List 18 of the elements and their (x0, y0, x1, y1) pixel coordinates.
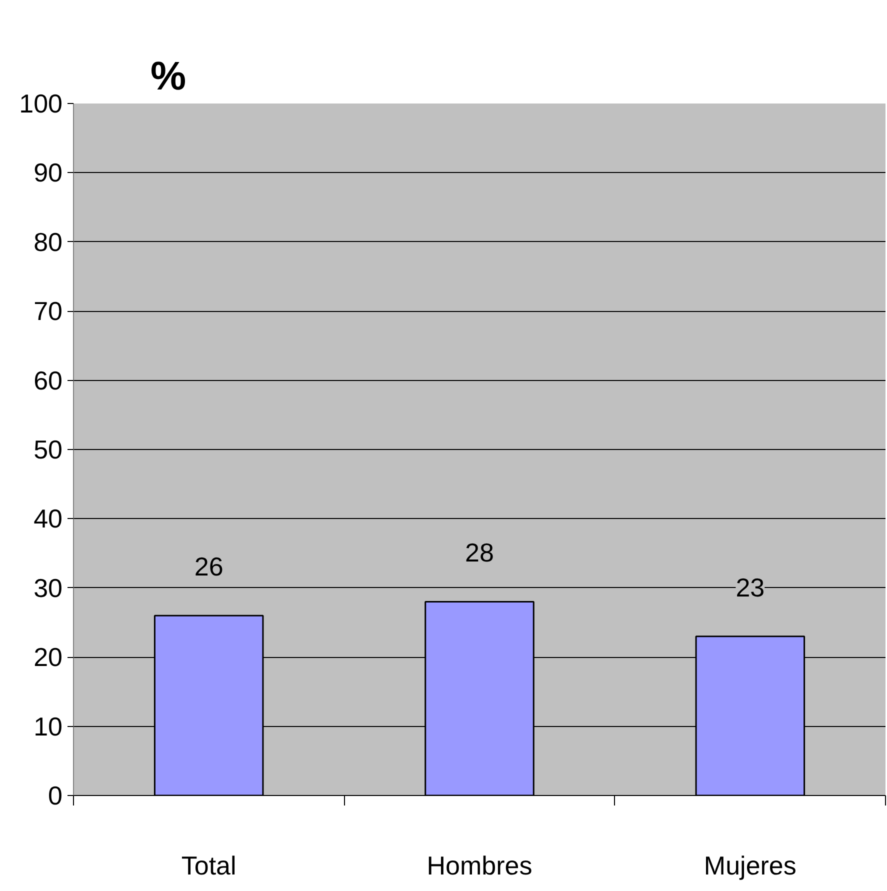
y-tick-label: 0 (48, 780, 63, 810)
x-tick-label: Hombres (426, 850, 532, 880)
data-label: 28 (465, 538, 494, 568)
y-tick-label: 70 (34, 296, 62, 326)
x-tick-label: Total (181, 850, 236, 880)
y-tick-label: 80 (34, 226, 62, 257)
y-tick-label: 50 (34, 434, 62, 464)
y-tick-label: 30 (34, 572, 62, 603)
data-label: 26 (194, 552, 224, 582)
y-tick-label: 40 (34, 504, 62, 534)
y-tick-label: 10 (34, 711, 62, 742)
chart-title: % (150, 54, 186, 98)
y-tick-label: 100 (19, 88, 63, 118)
x-tick-label: Mujeres (704, 850, 796, 880)
y-tick-label: 20 (34, 642, 62, 672)
y-tick-label: 90 (34, 158, 62, 188)
data-label: 23 (736, 572, 765, 602)
y-tick-label: 60 (34, 365, 62, 396)
